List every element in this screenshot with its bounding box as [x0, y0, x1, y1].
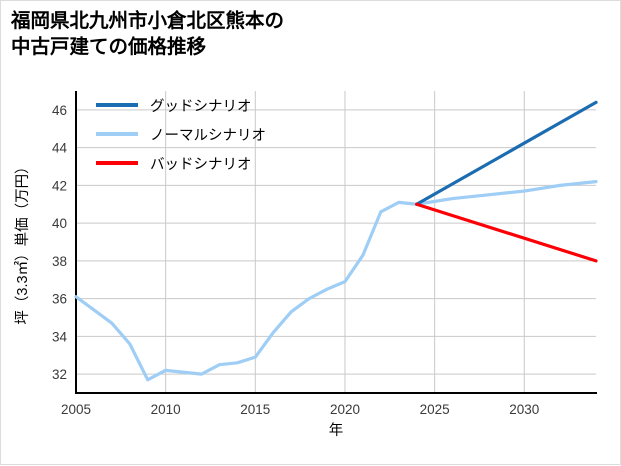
x-tick-label: 2025 [420, 402, 450, 417]
legend-label: バッドシナリオ [150, 157, 252, 173]
y-tick-label: 34 [52, 329, 68, 344]
y-tick-label: 38 [52, 254, 67, 269]
plot-background [76, 91, 596, 393]
y-axis-tick-labels: 32 34 36 38 40 42 44 46 [52, 103, 68, 382]
y-tick-label: 42 [52, 178, 67, 193]
x-tick-label: 2030 [509, 402, 539, 417]
y-tick-label: 36 [52, 292, 67, 307]
page-title: 福岡県北九州市小倉北区熊本の 中古戸建ての価格推移 [11, 10, 285, 58]
legend-label: ノーマルシナリオ [150, 128, 266, 144]
legend-label: グッドシナリオ [150, 98, 252, 115]
series-line-good [415, 100, 598, 206]
data-series-group [74, 100, 598, 382]
y-axis-title: 坪（3.3㎡）単価（万円） [14, 159, 31, 324]
x-tick-label: 2010 [151, 402, 181, 417]
series-line-normal [74, 180, 598, 382]
x-axis-title: 年 [329, 422, 344, 439]
x-tick-label: 2015 [240, 402, 270, 417]
y-tick-label: 32 [52, 367, 67, 382]
y-tick-label: 44 [52, 141, 68, 156]
x-tick-label: 2020 [330, 402, 360, 417]
x-axis-tick-labels: 2005 2010 2015 2020 2025 2030 [61, 402, 539, 417]
y-tick-label: 40 [52, 216, 67, 231]
y-tick-label: 46 [52, 103, 67, 118]
series-line-bad [415, 202, 598, 263]
horizontal-gridlines [76, 109, 596, 375]
x-tick-label: 2005 [61, 402, 91, 417]
